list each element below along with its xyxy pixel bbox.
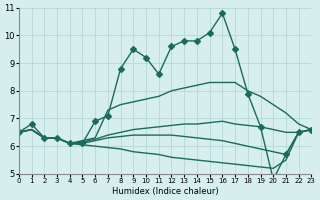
X-axis label: Humidex (Indice chaleur): Humidex (Indice chaleur) (112, 187, 219, 196)
